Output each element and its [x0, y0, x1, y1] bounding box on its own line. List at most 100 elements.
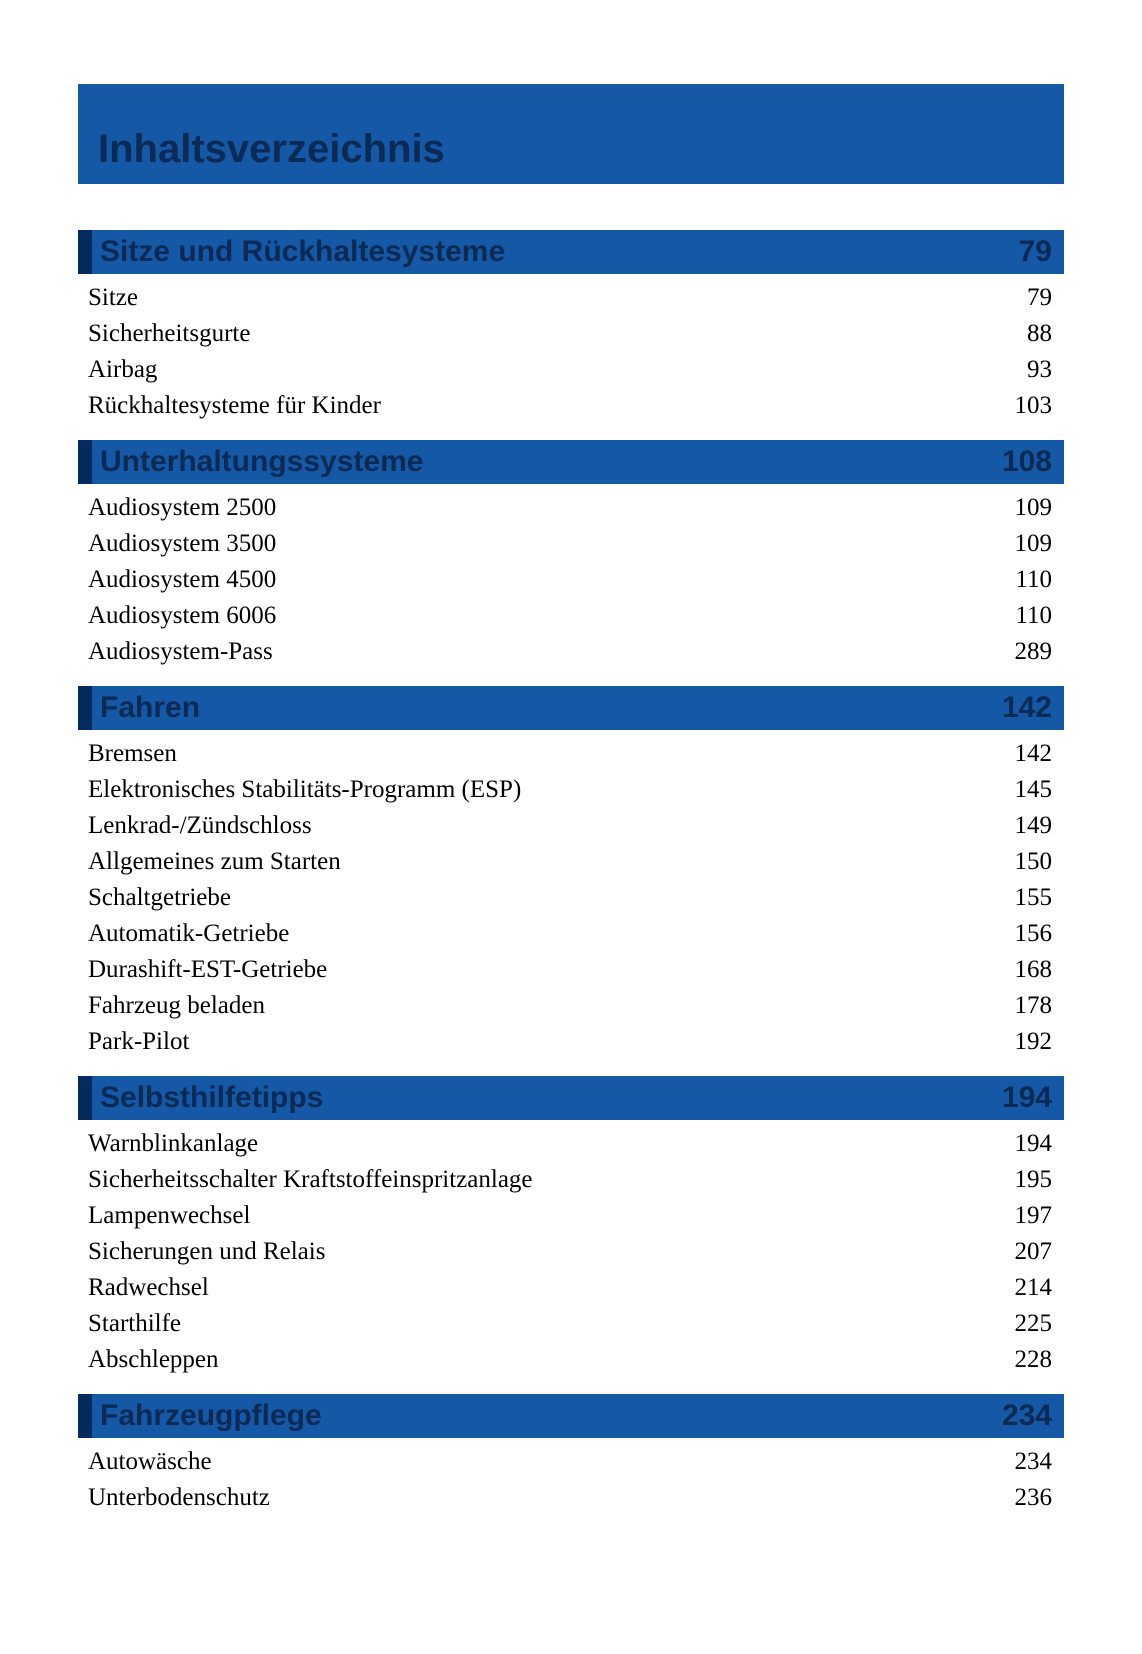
entry-page: 110: [1015, 598, 1052, 634]
toc-entry[interactable]: Durashift-EST-Getriebe 168: [78, 952, 1064, 988]
entry-label: Sicherungen und Relais: [88, 1234, 325, 1270]
section-label: Selbsthilfetipps: [100, 1081, 323, 1115]
section-page: 142: [1002, 691, 1052, 725]
entry-label: Audiosystem 3500: [88, 526, 276, 562]
toc-entry[interactable]: Lampenwechsel197: [78, 1198, 1064, 1234]
entry-label: Automatik-Getriebe: [88, 916, 289, 952]
toc-section: Unterhaltungssysteme108 Audiosystem 25001…: [78, 440, 1064, 680]
entry-label: Lenkrad-/Zündschloss: [88, 808, 312, 844]
section-label: Sitze und Rückhaltesysteme: [100, 235, 505, 269]
toc-section: Sitze und Rückhaltesysteme79Sitze79Siche…: [78, 230, 1064, 434]
section-page: 79: [1019, 235, 1052, 269]
toc-entry[interactable]: Park-Pilot 192: [78, 1024, 1064, 1060]
toc-entry[interactable]: Audiosystem 6006 110: [78, 598, 1064, 634]
entry-page: 207: [1015, 1234, 1053, 1270]
entry-label: Bremsen: [88, 736, 177, 772]
entry-page: 142: [1015, 736, 1053, 772]
toc-entry[interactable]: Unterbodenschutz 236: [78, 1480, 1064, 1516]
entry-page: 150: [1015, 844, 1053, 880]
entry-label: Durashift-EST-Getriebe: [88, 952, 327, 988]
entry-page: 145: [1015, 772, 1053, 808]
toc-entry[interactable]: Starthilfe 225: [78, 1306, 1064, 1342]
toc-entry[interactable]: Sicherungen und Relais 207: [78, 1234, 1064, 1270]
entries-list: Autowäsche 234 Unterbodenschutz 236: [78, 1442, 1064, 1526]
toc-entry[interactable]: Airbag93: [78, 352, 1064, 388]
entry-page: 109: [1015, 490, 1053, 526]
section-header[interactable]: Selbsthilfetipps 194: [78, 1076, 1064, 1120]
entry-label: Radwechsel: [88, 1270, 209, 1306]
entry-label: Sicherheitsgurte: [88, 316, 250, 352]
entries-list: Sitze 79 Sicherheitsgurte 88Airbag93Rückhal…: [78, 278, 1064, 434]
entry-label: Audiosystem 4500: [88, 562, 276, 598]
toc-section: Fahrzeugpflege234Autowäsche234Unterboden…: [78, 1394, 1064, 1526]
toc-entry[interactable]: Audiosystem 2500109: [78, 490, 1064, 526]
toc-entry[interactable]: Audiosystem 4500 110: [78, 562, 1064, 598]
entry-label: Audiosystem-Pass: [88, 634, 273, 670]
toc-entry[interactable]: Abschleppen228: [78, 1342, 1064, 1378]
entry-label: Audiosystem 6006: [88, 598, 276, 634]
toc-entry[interactable]: Fahrzeug beladen 178: [78, 988, 1064, 1024]
section-header[interactable]: Unterhaltungssysteme108: [78, 440, 1064, 484]
entry-page: 214: [1015, 1270, 1053, 1306]
entries-list: Audiosystem 2500109Audiosystem 3500109Au…: [78, 488, 1064, 680]
entry-label: Autowäsche: [88, 1444, 212, 1480]
title-bar: Inhaltsverzeichnis: [78, 84, 1064, 184]
entry-label: Abschleppen: [88, 1342, 219, 1378]
entry-page: 110: [1015, 562, 1052, 598]
page-title: Inhaltsverzeichnis: [98, 127, 445, 172]
entry-page: 79: [1027, 280, 1052, 316]
section-page: 234: [1002, 1399, 1052, 1433]
section-header[interactable]: Fahren 142: [78, 686, 1064, 730]
toc-section: Fahren142Bremsen142Elektronisches Stabil…: [78, 686, 1064, 1070]
section-page: 194: [1002, 1081, 1052, 1115]
entry-label: Sitze: [88, 280, 138, 316]
toc-entry[interactable]: Automatik-Getriebe 156: [78, 916, 1064, 952]
entries-list: Warnblinkanlage 194 Sicherheitsschalter Kr…: [78, 1124, 1064, 1388]
toc-entry[interactable]: Sicherheitsschalter Kraftstoffeinspritza…: [78, 1162, 1064, 1198]
entry-page: 103: [1015, 388, 1053, 424]
entry-label: Airbag: [88, 352, 157, 388]
toc-entry[interactable]: Radwechsel 214: [78, 1270, 1064, 1306]
section-header[interactable]: Sitze und Rückhaltesysteme 79: [78, 230, 1064, 274]
section-page: 108: [1002, 445, 1052, 479]
entry-label: Rückhaltesysteme für Kinder: [88, 388, 381, 424]
entry-label: Schaltgetriebe: [88, 880, 231, 916]
entry-label: Fahrzeug beladen: [88, 988, 265, 1024]
entry-page: 234: [1015, 1444, 1053, 1480]
toc-entry[interactable]: Audiosystem-Pass 289: [78, 634, 1064, 670]
entry-page: 225: [1015, 1306, 1053, 1342]
toc-section: Selbsthilfetipps 194 Warnblinkanlage 194 Sic…: [78, 1076, 1064, 1388]
entry-page: 156: [1015, 916, 1053, 952]
entry-label: Warnblinkanlage: [88, 1126, 258, 1162]
entry-label: Allgemeines zum Starten: [88, 844, 341, 880]
toc-entry[interactable]: Bremsen 142: [78, 736, 1064, 772]
toc-entry[interactable]: Allgemeines zum Starten 150: [78, 844, 1064, 880]
entry-label: Lampenwechsel: [88, 1198, 250, 1234]
toc-entry[interactable]: Autowäsche 234: [78, 1444, 1064, 1480]
entry-label: Starthilfe: [88, 1306, 181, 1342]
toc-entry[interactable]: Rückhaltesysteme für Kinder 103: [78, 388, 1064, 424]
toc-entry[interactable]: Warnblinkanlage 194: [78, 1126, 1064, 1162]
section-label: Fahren: [100, 691, 200, 725]
entry-page: 195: [1015, 1162, 1053, 1198]
entry-page: 192: [1015, 1024, 1053, 1060]
entry-label: Park-Pilot: [88, 1024, 189, 1060]
section-header[interactable]: Fahrzeugpflege 234: [78, 1394, 1064, 1438]
toc-entry[interactable]: Audiosystem 3500109: [78, 526, 1064, 562]
toc-entry[interactable]: Lenkrad-/Zündschloss149: [78, 808, 1064, 844]
entry-page: 289: [1015, 634, 1053, 670]
toc-entry[interactable]: Schaltgetriebe 155: [78, 880, 1064, 916]
section-label: Fahrzeugpflege: [100, 1399, 322, 1433]
entry-page: 168: [1015, 952, 1053, 988]
entry-page: 178: [1015, 988, 1053, 1024]
entry-page: 194: [1015, 1126, 1053, 1162]
entry-label: Sicherheitsschalter Kraftstoffeinspritza…: [88, 1162, 533, 1198]
toc-entry[interactable]: Sicherheitsgurte 88: [78, 316, 1064, 352]
entry-page: 236: [1015, 1480, 1053, 1516]
toc-entry[interactable]: Elektronisches Stabilitäts-Programm (ESP…: [78, 772, 1064, 808]
toc-entry[interactable]: Sitze 79: [78, 280, 1064, 316]
title-spacer: [78, 184, 1064, 230]
entry-page: 88: [1027, 316, 1052, 352]
entry-label: Unterbodenschutz: [88, 1480, 270, 1516]
entry-page: 155: [1015, 880, 1053, 916]
